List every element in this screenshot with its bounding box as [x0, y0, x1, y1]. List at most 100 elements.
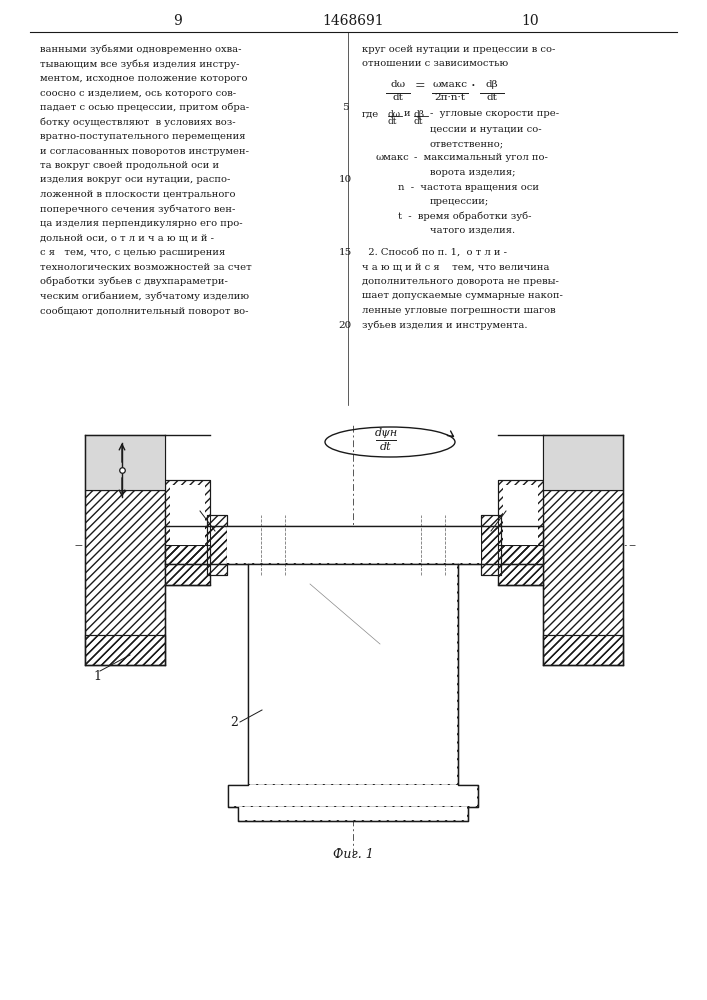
Text: 2. Способ по п. 1,  о т л и -: 2. Способ по п. 1, о т л и -	[362, 248, 507, 257]
Text: ментом, исходное положение которого: ментом, исходное положение которого	[40, 74, 247, 83]
Text: отношении с зависимостью: отношении с зависимостью	[362, 60, 508, 68]
Text: сообщают дополнительный поворот во-: сообщают дополнительный поворот во-	[40, 306, 248, 316]
Bar	[85, 490, 165, 665]
Text: 1468691: 1468691	[322, 14, 384, 28]
Text: =: =	[415, 80, 426, 93]
Bar	[165, 545, 210, 585]
Text: 2π·n·t: 2π·n·t	[435, 94, 465, 103]
Text: ωмакс: ωмакс	[376, 153, 410, 162]
Text: круг осей нутации и прецессии в со-: круг осей нутации и прецессии в со-	[362, 45, 556, 54]
Bar	[543, 435, 623, 490]
Text: 15: 15	[339, 248, 351, 257]
Bar	[481, 515, 501, 575]
Bar	[165, 526, 543, 564]
Bar	[207, 515, 227, 575]
Bar	[543, 435, 623, 490]
Text: dt: dt	[392, 94, 404, 103]
Text: 5: 5	[341, 103, 349, 112]
Bar	[165, 480, 210, 585]
Text: шает допускаемые суммарные накоп-: шает допускаемые суммарные накоп-	[362, 291, 563, 300]
Bar	[165, 526, 543, 564]
Bar	[248, 564, 458, 785]
Text: -  угловые скорости пре-: - угловые скорости пре-	[430, 109, 559, 118]
Text: и согласованных поворотов инструмен-: и согласованных поворотов инструмен-	[40, 146, 249, 155]
Bar	[207, 515, 227, 575]
Text: ложенной в плоскости центрального: ложенной в плоскости центрального	[40, 190, 235, 199]
Bar	[543, 635, 623, 665]
Text: с я   тем, что, с целью расширения: с я тем, что, с целью расширения	[40, 248, 226, 257]
Text: dt: dt	[388, 117, 397, 126]
Bar	[503, 485, 538, 545]
Bar	[543, 635, 623, 665]
Bar	[165, 545, 210, 585]
Text: dω: dω	[388, 110, 401, 119]
Bar	[85, 435, 165, 490]
Bar	[543, 490, 623, 665]
Text: ванными зубьями одновременно охва-: ванными зубьями одновременно охва-	[40, 45, 242, 54]
Bar	[239, 807, 467, 820]
Bar	[249, 564, 457, 784]
Text: dt: dt	[380, 442, 392, 452]
Bar	[543, 490, 623, 665]
Bar	[498, 545, 543, 585]
Text: технологических возможностей за счет: технологических возможностей за счет	[40, 262, 252, 271]
Text: dβ: dβ	[486, 80, 498, 89]
Text: 9: 9	[173, 14, 182, 28]
Text: изделия вокруг оси нутации, распо-: изделия вокруг оси нутации, распо-	[40, 176, 230, 184]
Text: ботку осуществляют  в условиях воз-: ботку осуществляют в условиях воз-	[40, 117, 235, 127]
Bar	[170, 485, 205, 545]
Bar	[543, 435, 623, 490]
Text: ответственно;: ответственно;	[430, 139, 504, 148]
Bar	[481, 515, 501, 575]
Text: где: где	[362, 110, 379, 119]
Text: t  -  время обработки зуб-: t - время обработки зуб-	[398, 212, 532, 221]
Text: поперечного сечения зубчатого вен-: поперечного сечения зубчатого вен-	[40, 205, 235, 214]
Text: 1: 1	[93, 670, 101, 683]
Bar	[498, 545, 543, 585]
Bar	[85, 435, 165, 490]
Bar	[229, 785, 477, 806]
Text: соосно с изделием, ось которого сов-: соосно с изделием, ось которого сов-	[40, 89, 236, 98]
Text: dt: dt	[414, 117, 423, 126]
Text: ·: ·	[471, 79, 475, 93]
Bar	[85, 635, 165, 665]
Text: цессии и нутации со-: цессии и нутации со-	[430, 124, 542, 133]
Bar	[227, 527, 481, 563]
Text: 10: 10	[521, 14, 539, 28]
Bar	[165, 480, 210, 585]
Text: n  -  частота вращения оси: n - частота вращения оси	[398, 182, 539, 192]
Text: и: и	[404, 109, 411, 118]
Text: та вокруг своей продольной оси и: та вокруг своей продольной оси и	[40, 161, 219, 170]
Text: dω: dω	[390, 80, 406, 89]
Text: ца изделия перпендикулярно его про-: ца изделия перпендикулярно его про-	[40, 219, 243, 228]
Bar	[228, 785, 478, 807]
Text: обработки зубьев с двухпараметри-: обработки зубьев с двухпараметри-	[40, 277, 228, 286]
Text: зубьев изделия и инструмента.: зубьев изделия и инструмента.	[362, 320, 527, 330]
Text: 10: 10	[339, 176, 351, 184]
Text: чатого изделия.: чатого изделия.	[430, 226, 515, 235]
Text: Фиг. 1: Фиг. 1	[332, 848, 373, 861]
Text: dt: dt	[486, 94, 498, 103]
Text: ческим огибанием, зубчатому изделию: ческим огибанием, зубчатому изделию	[40, 292, 249, 301]
Text: ωмакс: ωмакс	[433, 80, 467, 89]
Text: вратно-поступательного перемещения: вратно-поступательного перемещения	[40, 132, 245, 141]
Text: dy: dy	[127, 454, 139, 463]
Text: тывающим все зубья изделия инстру-: тывающим все зубья изделия инстру-	[40, 60, 240, 69]
Text: -  максимальный угол по-: - максимальный угол по-	[414, 153, 548, 162]
Text: прецессии;: прецессии;	[430, 197, 489, 206]
Bar	[498, 480, 543, 585]
Bar	[498, 480, 543, 585]
Bar	[85, 635, 165, 665]
Text: ч а ю щ и й с я    тем, что величина: ч а ю щ и й с я тем, что величина	[362, 262, 549, 271]
Text: дольной оси, о т л и ч а ю щ и й -: дольной оси, о т л и ч а ю щ и й -	[40, 233, 214, 242]
Bar	[238, 807, 468, 821]
Bar	[85, 490, 165, 665]
Text: 20: 20	[339, 320, 351, 330]
Text: ленные угловые погрешности шагов: ленные угловые погрешности шагов	[362, 306, 556, 315]
Text: dt: dt	[127, 467, 138, 476]
Bar	[228, 785, 478, 807]
Text: dψн: dψн	[375, 428, 397, 438]
Bar	[85, 435, 165, 490]
Text: дополнительного доворота не превы-: дополнительного доворота не превы-	[362, 277, 559, 286]
Text: 2: 2	[230, 716, 238, 728]
